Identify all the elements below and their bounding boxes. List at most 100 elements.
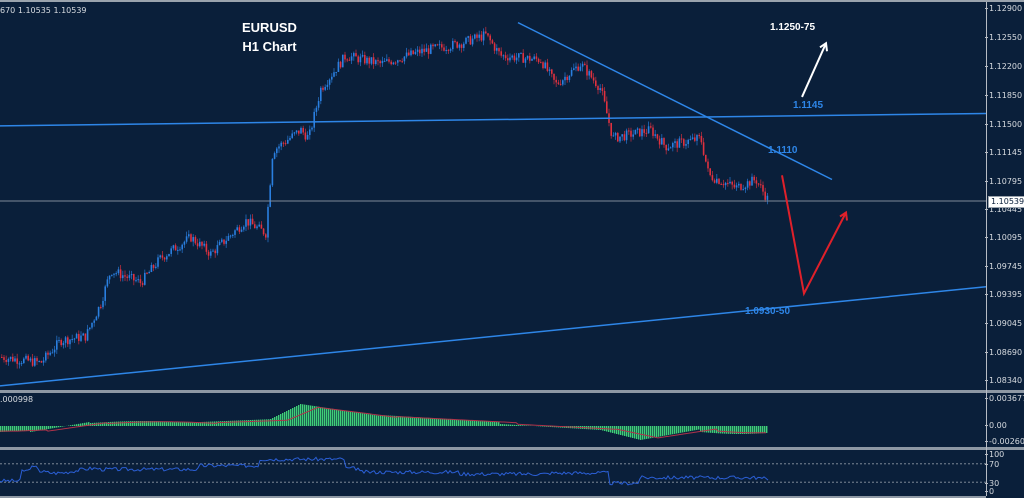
candle-body [185,236,188,242]
macd-bar [252,419,254,426]
candle-body [694,137,696,141]
macd-bar [424,417,426,426]
candle-body [210,251,212,256]
macd-bar [0,426,2,432]
macd-bar [518,425,520,426]
macd-bar [758,426,760,434]
macd-bar [76,424,78,426]
candle-body [678,138,681,148]
candle-body [168,253,170,257]
target-up-label: 1.1250-75 [770,22,816,33]
candle-body [377,60,379,62]
candle-body [544,62,546,69]
candle-body [762,185,764,192]
candle-body [471,38,474,45]
macd-bar [440,418,442,426]
macd-bar [290,409,292,426]
macd-bar [322,407,324,426]
macd-bar [616,426,618,434]
candle-body [606,101,608,114]
macd-bar [750,426,752,434]
macd-bar [16,426,18,432]
candle-body [612,135,615,137]
macd-bar [464,420,466,426]
macd-bar [174,421,176,426]
candle-body [419,49,421,54]
candle-body [727,182,729,184]
candle-body [570,69,573,76]
macd-bar [420,417,422,426]
candle-body [12,356,14,362]
price-axis[interactable]: 1.12900 1.12550 1.12200 1.11850 1.11500 … [984,2,1024,390]
macd-bar [650,426,652,439]
candle-body [751,176,753,186]
candle-body [683,139,685,146]
candle-body [496,48,498,51]
candle-body [368,57,370,64]
candle-body [647,126,650,134]
macd-bar [406,416,408,426]
candle-body [601,88,604,91]
macd-bar [764,426,766,434]
candle-body [744,187,747,190]
candle-body [240,229,243,232]
macd-bar [182,422,184,426]
candle-body [337,61,340,72]
macd-bar [652,426,654,438]
macd-bar [82,423,84,426]
macd-bar [510,424,512,426]
candle-body [150,265,153,273]
candle-body [322,87,324,90]
candle-body [590,71,593,78]
macd-bar [104,422,106,426]
pane-separator[interactable] [0,447,986,450]
candle-body [465,37,467,44]
pane-separator[interactable] [0,390,986,393]
rsi-pane[interactable] [0,450,986,496]
macd-bar [382,415,384,426]
candle-body [718,178,720,184]
candle-body [84,333,87,341]
macd-bar [696,426,698,430]
price-tick: 1.10795 [984,177,1023,186]
macd-bar [158,421,160,426]
candle-body [232,234,234,236]
macd-bar [492,421,494,426]
macd-bar [686,426,688,432]
candle-body [669,147,672,149]
macd-bar [260,419,262,426]
candle-body [71,339,73,341]
macd-bar [372,414,374,426]
macd-bar [524,425,526,426]
macd-bar [762,426,764,434]
macd-bar [238,420,240,426]
macd-bar [380,415,382,426]
candle-body [256,226,258,229]
candle-body [480,34,483,41]
price-tick: 1.10445 [984,205,1023,214]
candle-body [425,48,428,52]
macd-bar [516,424,518,426]
up-arrow-icon [801,42,827,98]
macd-bar [448,419,450,426]
rsi-axis[interactable]: 100 70 30 0 [984,450,1024,496]
candle-body [394,62,397,64]
macd-bar [618,426,620,435]
macd-bar [292,408,294,426]
candle-body [119,269,122,279]
candle-body [133,274,135,281]
macd-bar [636,426,638,439]
price-pane[interactable]: 670 1.10535 1.10539 EURUSD H1 Chart 1.12… [0,2,986,390]
macd-bar [46,426,48,430]
macd-bar [6,426,8,432]
candle-body [654,134,656,136]
candle-body [148,272,150,274]
macd-bar [244,420,246,426]
macd-pane[interactable]: .000998 [0,393,986,447]
candle-body [502,55,505,57]
candle-body [106,279,109,287]
macd-bar [142,421,144,426]
macd-bar [122,421,124,426]
macd-axis[interactable]: 0.003677 0.00 -0.002606 [984,393,1024,447]
